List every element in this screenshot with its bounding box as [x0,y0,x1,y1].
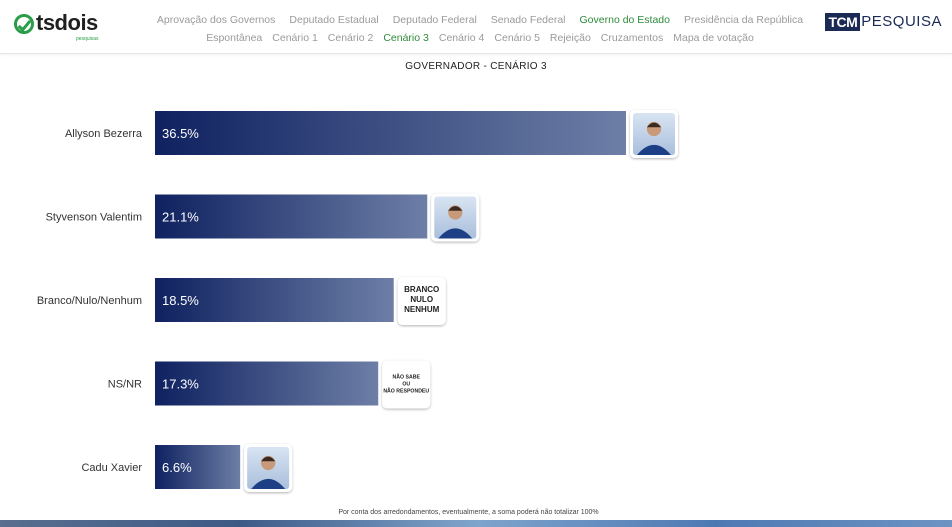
bar [155,361,379,406]
tcm-pesquisa-logo[interactable]: TCM PESQUISA [825,13,942,31]
category-label: Branco/Nulo/Nenhum [37,295,142,307]
main-navigation: Aprovação dos Governos Deputado Estadual D… [150,13,810,46]
person-hair-icon [448,206,463,211]
tsdois-logo-text: tsdois [36,10,98,35]
badge-text-line: BRANCO [404,285,439,294]
bar [155,194,428,239]
value-label: 6.6% [162,460,192,475]
bar [155,445,241,489]
badge-frame [397,277,446,325]
tcm-logo-box: TCM [825,13,861,31]
nav-scenario-rejeicao[interactable]: Rejeição [549,32,591,44]
person-hair-icon [646,122,662,128]
badge-frame [382,360,431,409]
bar [155,111,626,155]
badge-text-line: OU [402,382,410,388]
value-label: 18.5% [162,293,199,308]
value-label: 21.1% [162,210,199,225]
tsdois-logo[interactable]: tsdois pesquisas [14,10,99,42]
bottom-decorative-strip [0,520,952,527]
value-label: 36.5% [162,126,199,141]
badge-text-line: NÃO SABE [393,374,421,381]
candidate-photo-badge [630,110,678,158]
nav-category-deputado-estadual[interactable]: Deputado Estadual [289,14,379,26]
nav-category-senado-federal[interactable]: Senado Federal [490,14,566,26]
nav-scenario-cenario-2[interactable]: Cenário 2 [327,32,374,44]
nav-category-presidencia-da-republica[interactable]: Presidência da República [684,14,804,26]
nav-scenario-cenario-3[interactable]: Cenário 3 [383,32,429,44]
tsdois-logo-subtext: pesquisas [76,36,99,42]
value-label: 17.3% [162,377,199,392]
pesquisa-logo-text: PESQUISA [861,13,942,30]
nav-category-aprovacao-dos-governos[interactable]: Aprovação dos Governos [156,14,276,26]
bar [155,278,394,322]
candidate-photo-badge [244,444,293,492]
nav-row-categories: Aprovação dos Governos Deputado Estadual D… [150,13,810,28]
nav-category-governo-do-estado[interactable]: Governo do Estado [579,14,670,26]
person-silhouette-icon [637,144,671,155]
nav-scenario-cruzamentos[interactable]: Cruzamentos [600,32,664,44]
nav-scenario-cenario-1[interactable]: Cenário 1 [272,32,318,44]
candidate-photo-badge [431,193,480,242]
rounding-footnote: Por conta dos arredondamentos, eventualm… [338,509,599,516]
nav-scenario-mapa-de-votacao[interactable]: Mapa de votação [673,32,754,44]
nav-category-deputado-federal[interactable]: Deputado Federal [392,14,477,26]
tsdois-logo-icon [14,14,34,34]
nav-scenario-cenario-4[interactable]: Cenário 4 [438,32,485,44]
person-silhouette-icon [251,478,286,489]
category-label: Styvenson Valentim [46,212,142,224]
badge-text-line: NENHUM [404,305,439,314]
category-label: NS/NR [108,379,142,391]
badge-text-line: NULO [410,295,433,304]
person-hair-icon [261,456,276,462]
top-navigation-bar: tsdois pesquisas Aprovação dos Governos D… [0,0,952,54]
nav-scenario-espontanea[interactable]: Espontânea [206,32,263,44]
nav-row-scenarios: Espontânea Cenário 1 Cenário 2 Cenário 3 Cen… [150,31,810,46]
nav-scenario-cenario-5[interactable]: Cenário 5 [494,32,540,44]
category-label: Cadu Xavier [81,462,142,474]
badge-text-line: NÃO RESPONDEU [383,388,429,395]
person-silhouette-icon [438,228,473,239]
chart-title: GOVERNADOR - CENÁRIO 3 [405,61,547,72]
category-label: Allyson Bezerra [65,128,143,140]
